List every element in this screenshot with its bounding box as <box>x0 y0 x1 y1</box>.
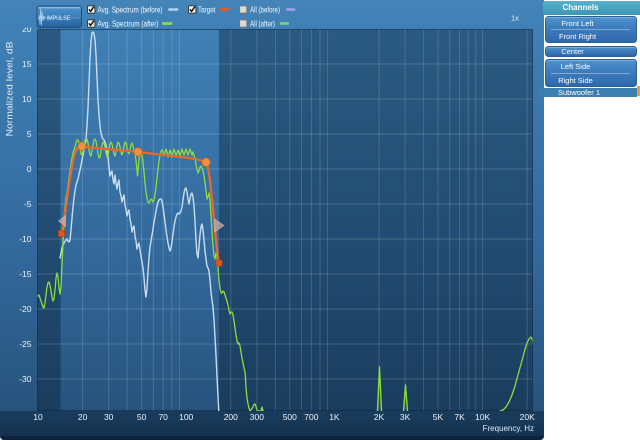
svg-text:700: 700 <box>304 412 318 422</box>
svg-text:70: 70 <box>158 412 168 422</box>
svg-text:3K: 3K <box>400 412 411 422</box>
svg-text:300: 300 <box>250 412 264 422</box>
svg-text:1x: 1x <box>511 14 519 23</box>
svg-text:10K: 10K <box>475 412 490 422</box>
svg-text:100: 100 <box>179 412 193 422</box>
svg-text:All (after): All (after) <box>250 19 275 28</box>
svg-text:500: 500 <box>283 412 297 422</box>
svg-text:5K: 5K <box>433 412 444 422</box>
svg-text:-30: -30 <box>19 374 32 384</box>
svg-text:Avg. Spectrum (before): Avg. Spectrum (before) <box>98 5 163 14</box>
svg-text:10: 10 <box>33 412 43 422</box>
svg-text:-10: -10 <box>19 234 32 244</box>
svg-text:-25: -25 <box>19 339 32 349</box>
svg-text:20: 20 <box>78 412 88 422</box>
svg-text:7K: 7K <box>454 412 465 422</box>
svg-text:Frequency, Hz: Frequency, Hz <box>483 424 534 433</box>
svg-text:Avg. Spectrum (after): Avg. Spectrum (after) <box>98 19 159 28</box>
svg-text:All (before): All (before) <box>250 5 280 14</box>
svg-text:50: 50 <box>137 412 147 422</box>
svg-text:-20: -20 <box>19 304 32 314</box>
svg-text:10: 10 <box>22 94 32 104</box>
svg-text:20: 20 <box>22 24 32 34</box>
svg-text:200: 200 <box>224 412 238 422</box>
svg-text:0: 0 <box>27 164 32 174</box>
svg-text:Target: Target <box>198 5 216 14</box>
svg-text:-5: -5 <box>24 199 32 209</box>
svg-text:IMPULSE: IMPULSE <box>47 15 72 22</box>
svg-text:5: 5 <box>27 129 32 139</box>
svg-text:20K: 20K <box>520 412 535 422</box>
svg-text:Normalized level, dB: Normalized level, dB <box>5 41 15 136</box>
svg-text:2K: 2K <box>374 412 385 422</box>
svg-text:1K: 1K <box>329 412 340 422</box>
svg-text:30: 30 <box>104 412 114 422</box>
svg-text:15: 15 <box>22 59 32 69</box>
svg-text:-15: -15 <box>19 269 32 279</box>
